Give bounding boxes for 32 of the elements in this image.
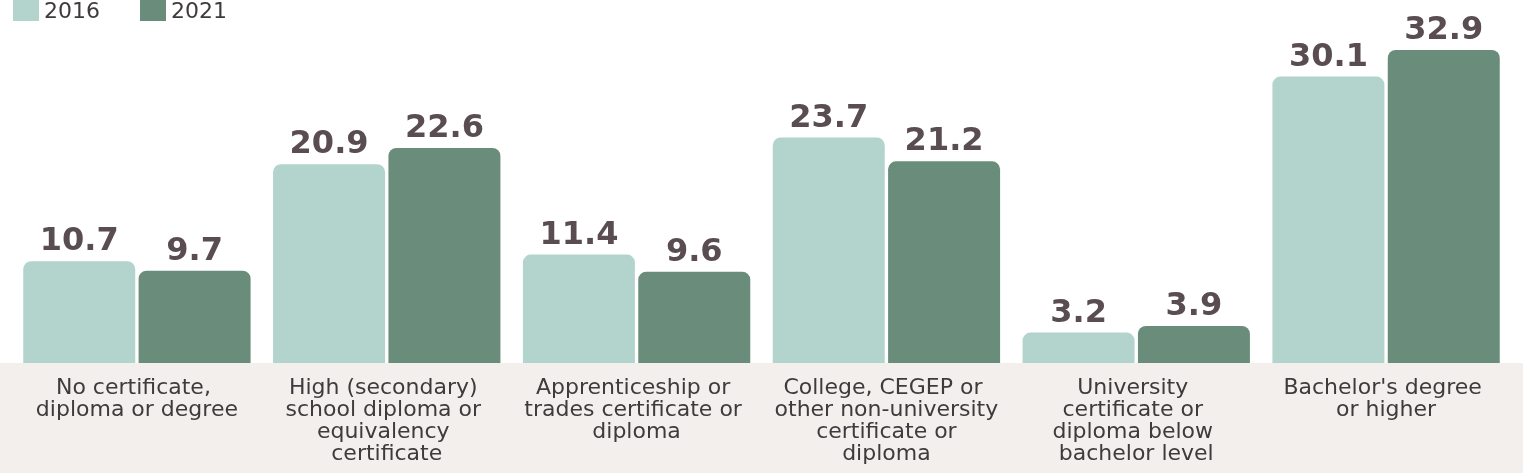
legend-label: 2016 [44,0,100,23]
bar [888,161,1001,363]
bar [638,271,751,363]
data-label: 9.7 [166,229,223,268]
data-label: 9.6 [665,230,723,269]
bar [23,261,136,363]
x-tick-label: High (secondary) school diploma or equivalency certificate [285,373,489,465]
data-label: 20.9 [289,123,369,162]
data-label: 22.6 [404,106,484,145]
x-tick-label: College, CEGEP or other non-university certificate or diploma [774,373,999,465]
x-tick-label: University certificate or diploma below bachelor level [1052,373,1221,465]
legend-label: 2021 [170,0,227,23]
data-label: 32.9 [1404,8,1484,47]
bar [138,270,251,363]
bar [1137,325,1250,363]
data-label: 3.9 [1165,284,1223,323]
bar [522,254,635,363]
bar [1022,332,1135,363]
x-tick-label: Bachelor's degree or higher [1283,373,1489,421]
bar [1272,76,1385,363]
x-tick-label: No certificate, diploma or degree [35,373,238,421]
data-label: 21.2 [904,120,984,159]
bar [273,164,386,363]
data-label: 10.7 [39,220,119,259]
bar [772,137,885,363]
bar [1387,49,1500,363]
bar [388,147,501,363]
data-label: 23.7 [789,96,869,135]
data-label: 3.2 [1050,291,1107,330]
data-label: 11.4 [539,213,619,252]
data-label: 30.1 [1288,35,1368,74]
x-tick-label: Apprenticeship or trades certificate or diploma [524,373,749,443]
